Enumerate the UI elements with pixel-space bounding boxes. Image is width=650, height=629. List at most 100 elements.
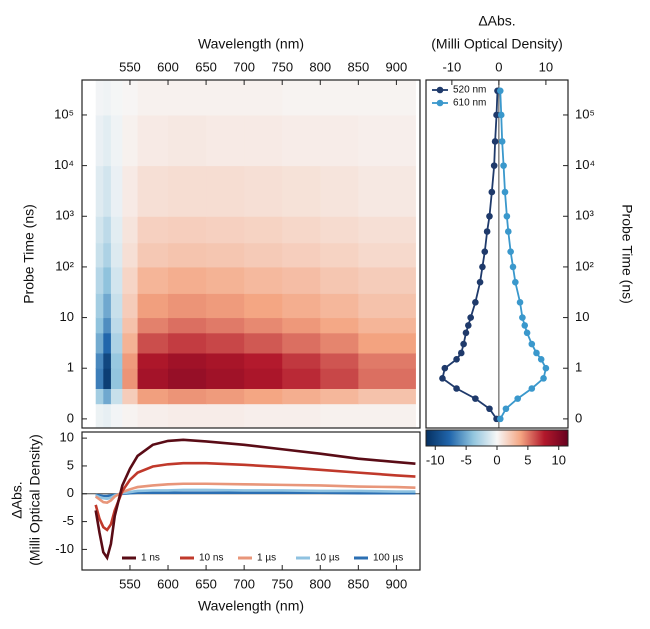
heatmap-cell — [103, 352, 112, 369]
series-point — [542, 364, 550, 372]
heatmap-cell — [122, 242, 139, 268]
plot-bg — [82, 432, 420, 570]
heatmap-cell — [358, 388, 416, 405]
colorbar-tick-label: 10 — [552, 452, 566, 467]
heatmap-cell — [110, 216, 123, 244]
heatmap-cell — [206, 266, 245, 294]
heatmap-cell — [206, 216, 245, 244]
heatmap-cell — [137, 388, 169, 405]
heatmap-cell — [320, 216, 359, 244]
heatmap-cell — [137, 317, 169, 334]
y-tick-label: 1 — [575, 360, 582, 375]
legend-label: 10 µs — [315, 553, 340, 564]
heatmap-cell — [206, 317, 245, 334]
legend-label: 100 µs — [373, 553, 403, 564]
x-tick-label: 800 — [309, 59, 331, 74]
plot-frame — [425, 79, 569, 429]
heatmap-cell — [358, 332, 416, 354]
series-point — [528, 385, 536, 392]
heatmap-cell — [168, 368, 207, 389]
series-point — [502, 405, 510, 413]
heatmap-cell — [122, 332, 139, 354]
heatmap-cell — [110, 403, 123, 429]
heatmap-cell — [282, 216, 321, 244]
heatmap-cell — [168, 317, 207, 334]
heatmap-cell — [244, 293, 283, 319]
series-point — [498, 138, 506, 145]
heatmap-cell — [320, 165, 359, 217]
heatmap-cell — [95, 242, 104, 268]
heatmap-cell — [103, 368, 112, 389]
heatmap-cell — [95, 114, 104, 167]
series-point — [497, 111, 505, 119]
y-tick-label: 10⁴ — [54, 157, 74, 172]
y-tick-label: 10 — [575, 309, 589, 324]
heatmap-cell — [95, 332, 104, 354]
heatmap-cell — [137, 352, 169, 369]
heatmap-cell — [137, 266, 169, 294]
heatmap — [95, 80, 416, 429]
plot-bg — [426, 80, 568, 428]
heatmap-cell — [282, 332, 321, 354]
y-tick-label: 10² — [55, 258, 74, 273]
plot-frame — [81, 79, 421, 429]
y-tick-label: -5 — [62, 513, 74, 528]
series-line — [94, 461, 416, 532]
heatmap-cell — [137, 368, 169, 389]
heatmap-cell — [206, 388, 245, 405]
heatmap-cell — [137, 293, 169, 319]
series-point — [453, 385, 460, 392]
x-tick-label: 600 — [157, 59, 179, 74]
heatmap-cell — [358, 403, 416, 429]
heatmap-cell — [244, 242, 283, 268]
series-point — [501, 188, 509, 196]
heatmap-cell — [358, 293, 416, 319]
spectra-y-title: ΔAbs. — [9, 481, 25, 518]
x-tick-label: 850 — [347, 59, 369, 74]
x-tick-label: 10 — [539, 59, 553, 74]
heatmap-cell — [282, 403, 321, 429]
series-point — [509, 263, 517, 271]
heatmap-cell — [103, 293, 112, 319]
heatmap-cell — [168, 388, 207, 405]
heatmap-cell — [206, 80, 245, 116]
series-point — [496, 87, 504, 95]
heatmap-cell — [358, 242, 416, 268]
heatmap-cell — [244, 317, 283, 334]
heatmap-cell — [358, 368, 416, 389]
legend-label: 520 nm — [453, 85, 486, 96]
series-point — [486, 212, 493, 220]
heatmap-cell — [95, 80, 104, 116]
heatmap-cell — [320, 403, 359, 429]
series-line — [95, 488, 416, 501]
colorbar-tick-label: -5 — [460, 452, 472, 467]
heatmap-cell — [168, 80, 207, 116]
heatmap-cell — [110, 388, 123, 405]
heatmap-cell — [137, 403, 169, 429]
series-point — [483, 228, 491, 235]
heatmap-cell — [244, 368, 283, 389]
heatmap-cell — [206, 352, 245, 369]
heatmap-cell — [320, 242, 359, 268]
series-point — [457, 349, 465, 357]
heatmap-cell — [95, 317, 104, 334]
x-tick-label: 850 — [347, 576, 369, 591]
heatmap-cell — [358, 165, 416, 217]
heatmap-cell — [95, 388, 104, 405]
heatmap-cell — [282, 388, 321, 405]
y-tick-label: 10³ — [55, 208, 74, 223]
heatmap-cell — [95, 403, 104, 429]
heatmap-cell — [320, 114, 359, 167]
series-point — [465, 322, 472, 329]
heatmap-cell — [103, 317, 112, 334]
heatmap-cell — [103, 332, 112, 354]
heatmap-cell — [358, 216, 416, 244]
heatmap-cell — [282, 352, 321, 369]
legend-label: 1 ns — [141, 553, 160, 564]
heatmap-cell — [320, 332, 359, 354]
heatmap-cell — [95, 266, 104, 294]
series-point — [514, 395, 521, 402]
heatmap-cell — [122, 216, 139, 244]
heatmap-cell — [168, 114, 207, 167]
series-point — [441, 364, 449, 372]
